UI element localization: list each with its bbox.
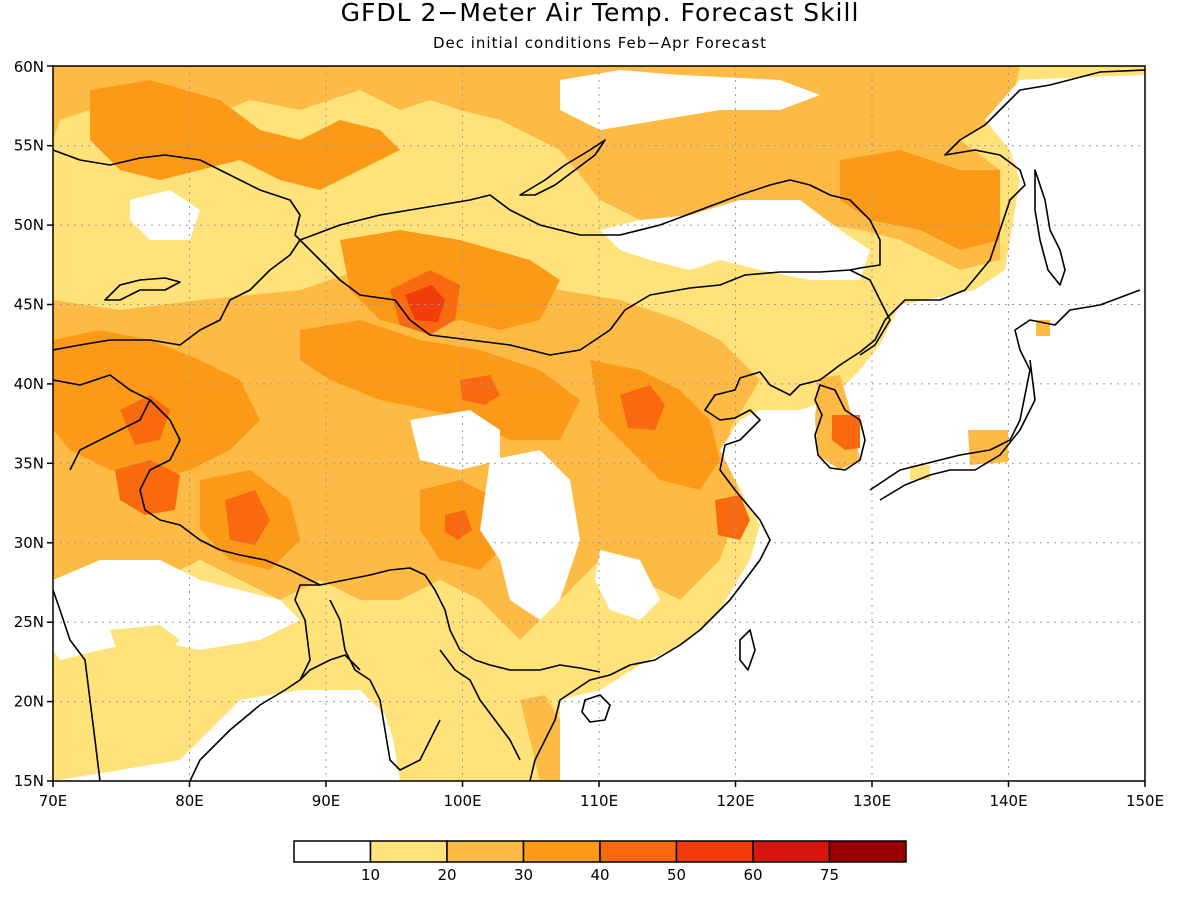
shade-vietnam xyxy=(520,695,560,781)
legend-label: 10 xyxy=(361,866,380,884)
mongolia-south-border xyxy=(299,239,851,356)
legend-label: 50 xyxy=(667,866,686,884)
china-coast xyxy=(529,69,1145,781)
shade-40-50-shanxi xyxy=(620,385,665,430)
lon-label: 90E xyxy=(312,792,341,810)
shade-40-50-shanghai xyxy=(715,495,750,540)
lon-label: 120E xyxy=(716,792,754,810)
lat-labels: 15N 20N 25N 30N 35N 40N 45N 50N 55N 60N xyxy=(14,58,44,790)
legend-label: 60 xyxy=(743,866,762,884)
legend-label: 40 xyxy=(590,866,609,884)
lat-label: 45N xyxy=(14,296,44,314)
lat-label: 55N xyxy=(14,137,44,155)
shade-50-60-mongolia xyxy=(405,285,445,322)
lat-label: 60N xyxy=(14,58,44,76)
shade-burma xyxy=(350,630,420,750)
lat-label: 20N xyxy=(14,693,44,711)
kazakh-russia-border xyxy=(53,149,301,241)
color-legend: 10 20 30 40 50 60 75 xyxy=(293,840,907,884)
lat-label: 25N xyxy=(14,613,44,631)
shade-30-40-north xyxy=(90,80,400,190)
legend-label: 75 xyxy=(820,866,839,884)
chart-title: GFDL 2−Meter Air Temp. Forecast Skill xyxy=(340,0,860,27)
lat-label: 15N xyxy=(14,772,44,790)
shade-low-baikal xyxy=(560,70,820,130)
shade-low-yunnan xyxy=(480,450,580,620)
lat-label: 35N xyxy=(14,454,44,472)
taiwan-coast xyxy=(739,629,756,671)
axis-ticks xyxy=(47,65,1146,787)
hainan-coast xyxy=(581,694,611,723)
skill-shading xyxy=(53,66,1145,781)
legend-label: 30 xyxy=(514,866,533,884)
lon-label: 70E xyxy=(39,792,68,810)
grid-lines xyxy=(53,66,1145,781)
shade-40-50-sichuan xyxy=(445,510,472,540)
shade-low-south xyxy=(595,550,660,620)
legend-swatch xyxy=(522,840,601,863)
shade-40-50-central xyxy=(460,375,500,405)
shade-30-40-far-east xyxy=(840,150,1000,250)
shade-40-50-tibet xyxy=(225,490,270,545)
shade-japan-patch xyxy=(968,430,1008,465)
shade-low-kazakh xyxy=(130,190,200,240)
japan-coast xyxy=(869,289,1141,501)
legend-swatch xyxy=(828,840,907,863)
lat-label: 30N xyxy=(14,534,44,552)
legend-swatch xyxy=(675,840,754,863)
legend-label: 20 xyxy=(437,866,456,884)
bengal-coast xyxy=(299,654,361,681)
lake-balkhash xyxy=(104,277,181,301)
korea-coast xyxy=(814,384,866,471)
legend-swatch xyxy=(446,840,525,863)
lon-label: 100E xyxy=(443,792,481,810)
legend-swatch xyxy=(369,840,448,863)
manchuria-border xyxy=(849,269,891,356)
shade-40-50-kashmir xyxy=(115,460,180,515)
legend-swatch xyxy=(599,840,678,863)
mongolia-north-border xyxy=(299,179,881,271)
coastlines-borders xyxy=(53,69,1145,781)
himalaya-border xyxy=(139,399,601,673)
lon-label: 130E xyxy=(853,792,891,810)
shade-korea-dark xyxy=(832,415,860,450)
shade-low-manchuria xyxy=(600,200,870,280)
lon-label: 80E xyxy=(175,792,204,810)
central-asia-border xyxy=(53,239,301,471)
lon-labels: 70E 80E 90E 100E 110E 120E 130E 140E 150… xyxy=(39,792,1164,810)
lat-label: 40N xyxy=(14,375,44,393)
shade-30-40-center xyxy=(300,320,580,440)
lon-label: 110E xyxy=(580,792,618,810)
sakhalin-coast xyxy=(1034,169,1066,286)
lat-label: 50N xyxy=(14,216,44,234)
legend-swatch xyxy=(293,840,372,863)
shade-low-tibet xyxy=(410,410,500,470)
lake-baikal xyxy=(519,139,606,196)
lon-label: 140E xyxy=(989,792,1027,810)
shade-india-east xyxy=(110,625,180,660)
chart-subtitle: Dec initial conditions Feb−Apr Forecast xyxy=(432,34,768,52)
lon-label: 150E xyxy=(1126,792,1164,810)
legend-swatch xyxy=(752,840,831,863)
